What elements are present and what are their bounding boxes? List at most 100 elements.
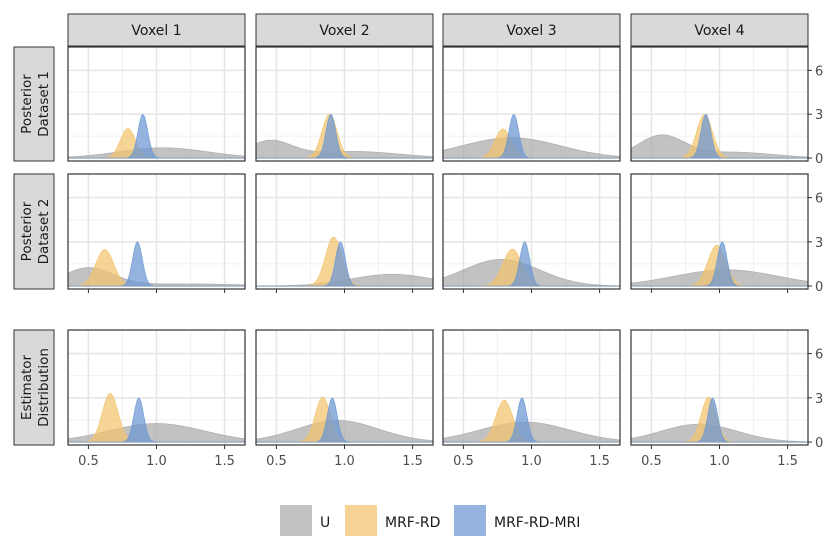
y-tick-label: 6 [815,64,823,79]
panel-border [630,46,809,162]
x-tick-label: 0.5 [453,454,474,469]
y-tick-label: 3 [815,236,823,251]
density-mrf-rd-mri [256,397,433,443]
density-layer [443,397,620,443]
x-tick-label: 0.5 [78,454,99,469]
x-tick-label: 1.5 [402,454,423,469]
facet-panel [67,173,246,293]
panel-border [255,46,434,162]
row-strip-line: Dataset 2 [36,199,52,265]
facet-panel [67,46,246,162]
legend-key [345,505,377,536]
facet-panel [255,46,434,162]
x-tick-label: 1.5 [214,454,235,469]
column-strip: Voxel 1 [67,13,246,47]
y-tick-label: 6 [815,192,823,207]
legend-item: MRF-RD-MRI [454,505,580,536]
facet-panel: 0.5 1.0 1.5 [442,329,621,469]
legend-label: U [320,515,330,531]
density-u [256,420,433,443]
density-mrf-rd-mri [631,397,808,443]
legend-key [454,505,486,536]
column-strip-label: Voxel 4 [694,23,744,39]
row-strip-bg [13,329,55,446]
column-strip-bg [255,13,434,47]
column-strip-label: Voxel 3 [506,23,556,39]
density-u [443,137,620,159]
density-mrf-rd-mri [631,241,808,287]
density-layer [256,396,433,443]
y-tick-label: 6 [815,348,823,363]
row-strip-line: Distribution [36,348,52,427]
density-mrf-rd-mri [68,113,245,159]
density-layer [256,113,433,159]
y-tick-label: 3 [815,392,823,407]
facet-panel [442,173,621,293]
density-layer [68,392,245,443]
legend-item: U [280,505,330,536]
density-layer [256,236,433,287]
density-mrf-rd-mri [443,113,620,159]
legend-key [280,505,312,536]
row-strip: EstimatorDistribution [13,329,55,446]
panel-border [442,46,621,162]
column-strip-bg [442,13,621,47]
density-mrf-rd-mri [443,241,620,287]
facet-panel: 0 3 6 [630,46,823,167]
row-strip-line: Dataset 1 [36,71,52,137]
x-tick-label: 1.0 [334,454,355,469]
legend-label: MRF-RD [385,515,440,531]
row-strip-bg [13,173,55,290]
x-tick-label: 1.0 [521,454,542,469]
density-mrf-rd-mri [256,113,433,159]
row-strip-line: Estimator [19,354,35,420]
density-layer [68,113,245,159]
x-tick-label: 1.0 [709,454,730,469]
row-strip-label: PosteriorDataset 2 [19,199,52,265]
density-u [256,139,433,159]
y-tick-label: 3 [815,108,823,123]
column-strip: Voxel 3 [442,13,621,47]
column-strip-label: Voxel 2 [319,23,369,39]
density-layer [631,113,808,159]
density-layer [68,241,245,287]
column-strip-bg [630,13,809,47]
row-strip: PosteriorDataset 2 [13,173,55,290]
legend-label: MRF-RD-MRI [494,515,580,531]
y-tick-label: 0 [815,152,823,167]
x-tick-label: 1.0 [146,454,167,469]
facet-panel: 0.5 1.0 1.5 [255,329,434,469]
column-strip-label: Voxel 1 [131,23,181,39]
panel-border [67,46,246,162]
facet-panel: 0.5 1.0 1.5 [67,329,246,469]
legend: U MRF-RD MRF-RD-MRI [280,505,580,536]
x-tick-label: 1.5 [777,454,798,469]
density-layer [443,113,620,159]
facet-panel [442,46,621,162]
facet-panel: 0 3 6 [630,173,823,295]
density-mrf-rd-mri [631,113,808,159]
density-layer [443,241,620,287]
x-tick-label: 0.5 [266,454,287,469]
row-strip-label: EstimatorDistribution [19,348,52,427]
column-strip: Voxel 4 [630,13,809,47]
legend-item: MRF-RD [345,505,440,536]
row-strip: PosteriorDataset 1 [13,46,55,162]
row-strip-line: Posterior [19,74,35,134]
density-layer [631,241,808,287]
density-layer [631,396,808,443]
facet-panel [255,173,434,293]
row-strip-line: Posterior [19,201,35,261]
x-tick-label: 1.5 [589,454,610,469]
column-strip: Voxel 2 [255,13,434,47]
density-mrf-rd-mri [256,241,433,287]
y-tick-label: 0 [815,280,823,295]
facet-panel: 0.5 1.0 1.5 0 3 6 [630,329,823,469]
row-strip-bg [13,46,55,162]
y-tick-label: 0 [815,436,823,451]
column-strip-bg [67,13,246,47]
density-mrf-rd-mri [68,241,245,287]
row-strip-label: PosteriorDataset 1 [19,71,52,137]
density-mrf-rd-mri [68,397,245,443]
density-mrf-rd-mri [443,397,620,443]
